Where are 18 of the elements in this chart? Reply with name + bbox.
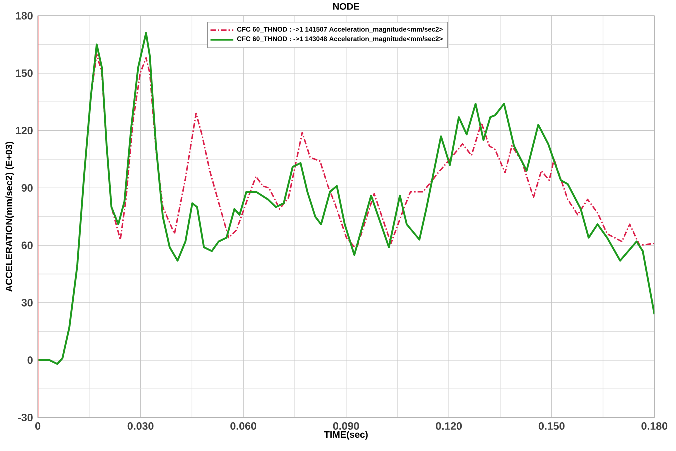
x-tick-label: 0.120: [436, 422, 462, 430]
x-tick-label: 0.060: [230, 422, 256, 430]
x-tick-label: 0.180: [642, 422, 668, 430]
y-tick-label: 30: [22, 299, 33, 307]
y-tick-label: 90: [22, 184, 33, 192]
chart-title: NODE: [333, 3, 360, 10]
y-tick-label: 60: [22, 242, 33, 250]
y-tick-label: 180: [16, 12, 33, 20]
x-tick-label: 0.150: [538, 422, 565, 430]
y-tick-label: 150: [16, 70, 33, 78]
x-tick-label: 0.090: [333, 422, 360, 430]
y-tick-label: 120: [16, 126, 33, 135]
y-axis-title: ACCELERATION(mm/sec2) (E+03): [6, 142, 14, 292]
x-axis-title: TIME(sec): [324, 431, 368, 440]
y-tick-label: -30: [18, 414, 33, 422]
y-tick-label: 0: [28, 356, 33, 364]
x-tick-label: 0.030: [128, 422, 154, 430]
x-tick-label: 0: [35, 422, 41, 430]
